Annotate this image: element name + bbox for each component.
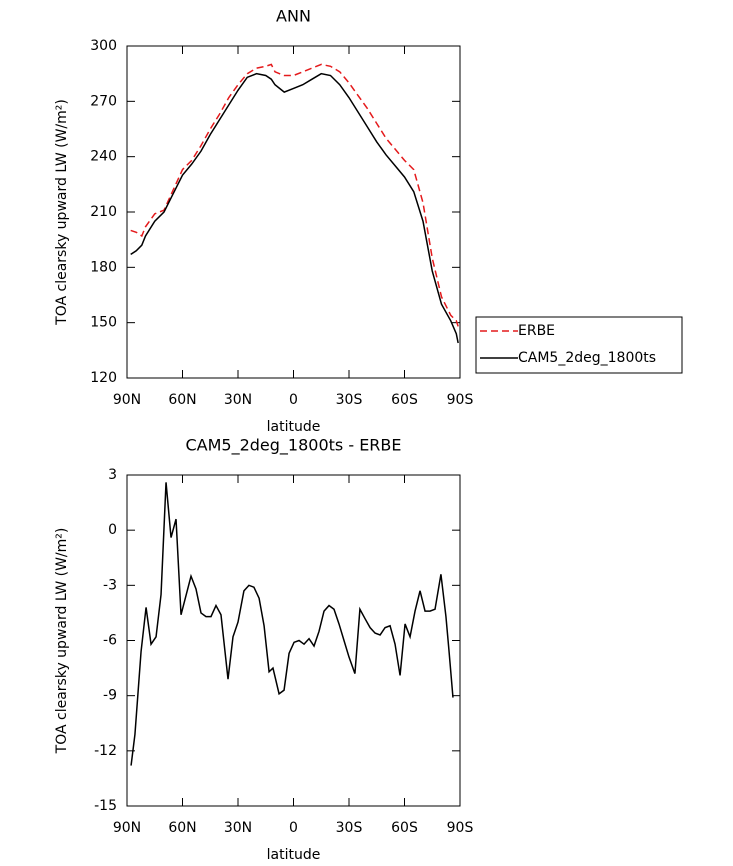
x-tick-label: 60N <box>168 820 196 836</box>
x-tick-label: 60N <box>168 392 196 408</box>
y-tick-label: -12 <box>94 743 117 759</box>
y-tick-label: -3 <box>103 577 117 593</box>
data-line <box>130 63 459 327</box>
x-tick-label: 30S <box>336 392 363 408</box>
y-tick-label: -6 <box>103 633 117 649</box>
y-tick-label: 180 <box>90 259 117 275</box>
legend-label: CAM5_2deg_1800ts <box>518 350 656 366</box>
chart-title: CAM5_2deg_1800ts - ERBE <box>185 436 401 456</box>
x-tick-label: 90S <box>447 820 474 836</box>
y-axis-label: TOA clearsky upward LW (W/m²) <box>54 528 70 755</box>
x-axis-label: latitude <box>267 419 321 435</box>
y-axis-label: TOA clearsky upward LW (W/m²) <box>54 99 70 326</box>
y-tick-label: -15 <box>94 798 117 814</box>
y-tick-label: 240 <box>90 149 117 165</box>
y-tick-label: 120 <box>90 370 117 386</box>
x-tick-label: 90N <box>113 820 141 836</box>
y-tick-label: -9 <box>103 688 117 704</box>
plot-frame <box>126 474 461 807</box>
legend-label: ERBE <box>518 323 555 339</box>
x-tick-label: 90N <box>113 392 141 408</box>
x-tick-label: 90S <box>447 392 474 408</box>
legend-box <box>475 316 683 374</box>
plot-frame <box>126 45 461 379</box>
y-tick-label: 270 <box>90 93 117 109</box>
y-tick-label: 210 <box>90 204 117 220</box>
x-tick-label: 60S <box>391 392 418 408</box>
x-tick-label: 60S <box>391 820 418 836</box>
data-line <box>130 72 459 344</box>
x-tick-label: 0 <box>289 820 298 836</box>
y-tick-label: 0 <box>108 522 117 538</box>
x-axis-label: latitude <box>267 847 321 863</box>
x-tick-label: 30N <box>224 820 252 836</box>
x-tick-label: 30N <box>224 392 252 408</box>
chart-title: ANN <box>276 7 311 26</box>
x-tick-label: 0 <box>289 392 298 408</box>
x-tick-label: 30S <box>336 820 363 836</box>
y-tick-label: 300 <box>90 38 117 54</box>
y-tick-label: 3 <box>108 467 117 483</box>
data-line <box>130 482 454 766</box>
y-tick-label: 150 <box>90 315 117 331</box>
